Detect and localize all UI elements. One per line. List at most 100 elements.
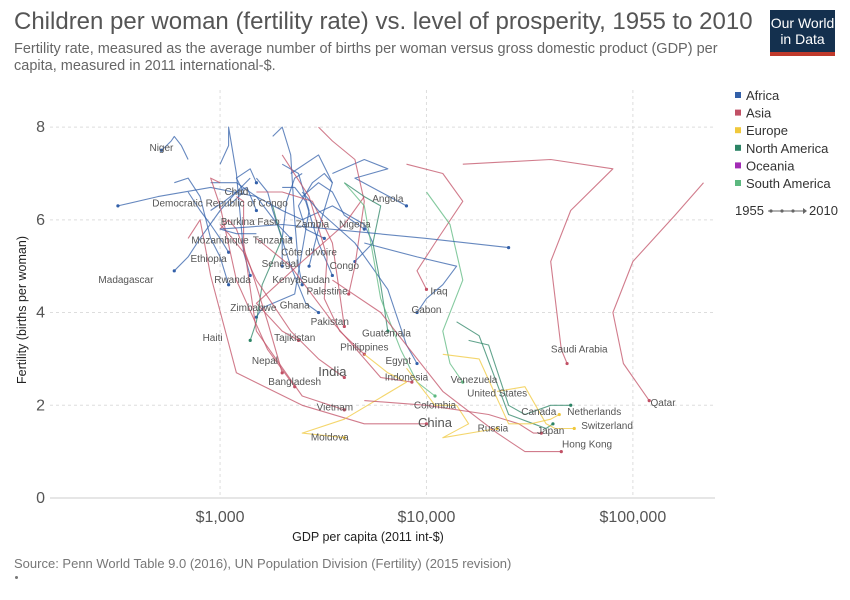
country-label[interactable]: Madagascar [98, 275, 154, 286]
series-line-united-states[interactable] [468, 339, 571, 416]
country-label[interactable]: Qatar [651, 398, 677, 409]
country-label[interactable]: Niger [149, 143, 174, 154]
legend-item[interactable]: Oceania [746, 158, 795, 173]
series-line-moldova[interactable] [301, 353, 408, 439]
series-line-equatorial-guinea[interactable] [219, 223, 509, 249]
series-endpoint [433, 394, 437, 398]
country-label[interactable]: Ghana [280, 301, 310, 312]
series-line-senegal[interactable] [281, 173, 303, 267]
country-label[interactable]: Angola [372, 194, 404, 205]
country-label[interactable]: Switzerland [581, 421, 633, 432]
country-label[interactable]: Guatemala [362, 328, 411, 339]
series-line-bangladesh[interactable] [210, 177, 296, 388]
country-label[interactable]: Senegal [262, 259, 299, 270]
series-line-niger[interactable] [161, 135, 189, 160]
legend-item[interactable]: Asia [746, 106, 772, 121]
series-endpoint [300, 283, 304, 287]
country-label[interactable]: Palestine [307, 287, 349, 298]
country-label[interactable]: Burkina Faso [221, 217, 280, 228]
series-line-madagascar[interactable] [173, 177, 251, 272]
country-label[interactable]: Haiti [203, 333, 223, 344]
country-label[interactable]: Colombia [414, 400, 457, 411]
series-line-saudi-arabia[interactable] [462, 158, 614, 364]
country-label[interactable]: China [418, 415, 453, 430]
series-line-netherlands[interactable] [442, 353, 560, 425]
country-label[interactable]: India [318, 364, 347, 379]
country-label[interactable]: Mozambique [191, 236, 249, 247]
series-line-japan[interactable] [364, 400, 542, 434]
legend-item[interactable]: North America [746, 141, 829, 156]
country-label[interactable]: Moldova [311, 433, 349, 444]
country-label[interactable]: Venezuela [451, 375, 498, 386]
series-endpoint [280, 371, 284, 375]
series-line-congo[interactable] [301, 205, 374, 262]
series-line-nepal[interactable] [219, 219, 283, 373]
series-line-nigeria[interactable] [301, 182, 365, 230]
country-label[interactable]: Netherlands [567, 407, 621, 418]
series-line-gabon[interactable] [364, 242, 458, 313]
series-line-iraq[interactable] [406, 163, 464, 290]
series-line-ethiopia[interactable] [174, 177, 230, 285]
country-label[interactable]: Ethiopia [191, 254, 228, 265]
country-label[interactable]: Rwanda [214, 275, 251, 286]
legend-swatch[interactable] [735, 180, 741, 186]
country-label[interactable]: Zambia [296, 219, 330, 230]
legend-swatch[interactable] [735, 162, 741, 169]
series-line-hong-kong[interactable] [332, 279, 562, 453]
series-line-angola[interactable] [332, 158, 407, 207]
country-label[interactable]: Zimbabwe [230, 303, 277, 314]
owid-logo[interactable]: Our World in Data [770, 10, 835, 56]
country-label[interactable]: Congo [330, 261, 360, 272]
series-line-pakistan[interactable] [256, 191, 345, 327]
country-label[interactable]: Philippines [340, 342, 388, 353]
series-line-switzerland[interactable] [497, 386, 575, 430]
country-label[interactable]: Nigeria [339, 219, 371, 230]
country-label[interactable]: United States [467, 389, 527, 400]
legend-item[interactable]: Europe [746, 123, 788, 138]
country-label[interactable]: Tajikistan [274, 333, 315, 344]
legend-swatch[interactable] [735, 144, 741, 151]
series-line-russia[interactable] [406, 367, 498, 439]
series-line-venezuela[interactable] [426, 191, 464, 383]
legend-swatch[interactable] [735, 92, 741, 98]
country-label[interactable]: Russia [478, 423, 509, 434]
series-line-zimbabwe[interactable] [255, 163, 310, 318]
country-label[interactable]: Democratic Republic of Congo [152, 199, 288, 210]
country-label[interactable]: Iraq [430, 287, 447, 298]
series-line-qatar[interactable] [612, 182, 704, 401]
country-label[interactable]: Japan [537, 426, 564, 437]
country-label[interactable]: Vietnam [317, 403, 354, 414]
series-line-palestine[interactable] [318, 126, 365, 295]
series-line-indonesia[interactable] [256, 237, 412, 383]
country-label[interactable]: Egypt [385, 356, 411, 367]
country-label[interactable]: Indonesia [385, 372, 429, 383]
country-label[interactable]: Canada [521, 407, 556, 418]
series-line-colombia[interactable] [343, 182, 436, 397]
country-label[interactable]: Sudan [301, 275, 330, 286]
country-label[interactable]: Saudi Arabia [551, 345, 608, 356]
country-label[interactable]: Tanzania [253, 236, 293, 247]
series-line-india[interactable] [219, 224, 345, 378]
legend-item[interactable]: South America [746, 176, 831, 191]
country-label[interactable]: Bangladesh [268, 377, 321, 388]
legend-swatch[interactable] [735, 109, 741, 116]
series-line-rwanda[interactable] [219, 126, 251, 276]
series-line-tajikistan[interactable] [255, 196, 365, 341]
country-label[interactable]: Pakistan [311, 317, 349, 328]
legend-swatch[interactable] [735, 127, 741, 134]
country-label[interactable]: Nepal [252, 356, 278, 367]
series-line-tanzania[interactable] [210, 182, 292, 239]
series-line-c-te-d-ivoire[interactable] [290, 154, 333, 267]
country-label[interactable]: Chad [224, 187, 248, 198]
country-label[interactable]: Kenya [272, 275, 301, 286]
series-line-sudan[interactable] [282, 186, 333, 276]
series-line-vietnam[interactable] [236, 196, 345, 411]
country-label[interactable]: Gabon [411, 305, 441, 316]
series-line-guatemala[interactable] [343, 182, 389, 332]
country-label[interactable]: Côte d'Ivoire [281, 247, 337, 258]
legend-item[interactable]: Africa [746, 88, 780, 103]
series-line-china[interactable] [187, 219, 427, 425]
series-line-canada[interactable] [456, 321, 554, 430]
country-label[interactable]: Hong Kong [562, 440, 612, 451]
